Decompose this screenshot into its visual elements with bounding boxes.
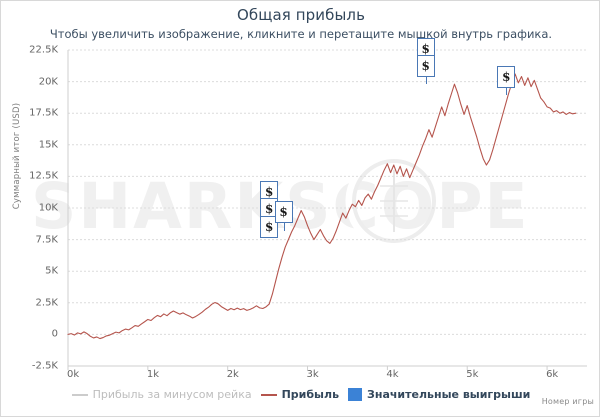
x-axis-tick-label: 5k [466, 369, 479, 380]
y-axis-tick-label: 17.5K [29, 107, 58, 119]
y-axis-tick-label: 7.5K [35, 234, 58, 246]
y-axis-tick-label: 20K [38, 76, 58, 88]
win-marker[interactable]: $ [497, 65, 516, 88]
x-axis-tick-label: 4k [386, 369, 399, 380]
y-axis-tick-label: 22.5K [29, 44, 58, 56]
chart-legend: Прибыль за минусом рейка Прибыль Значитель… [1, 388, 599, 401]
legend-label: Прибыль [281, 388, 340, 401]
legend-item-1[interactable]: Прибыль [260, 388, 340, 401]
series-layer [67, 73, 577, 340]
y-axis-tick-label: 15K [38, 139, 58, 151]
y-axis-tick-label: 0 [51, 328, 58, 340]
legend-line-icon [260, 393, 277, 396]
win-marker[interactable]: $ [416, 55, 435, 78]
x-axis-tick-label: 0k [67, 369, 80, 380]
y-axis-tick-label: 10K [38, 202, 58, 214]
x-axis-tick-label: 2k [226, 369, 239, 380]
win-marker[interactable]: $ [260, 215, 279, 238]
legend-line-icon [71, 393, 88, 396]
page-title: Общая прибыль [236, 6, 366, 24]
legend-item-2[interactable]: Значительные выигрыши [348, 388, 530, 401]
y-axis-tick-label: 12.5K [29, 170, 58, 182]
legend-square-icon [348, 388, 363, 401]
y-axis-tick-label: 2.5K [35, 297, 58, 309]
legend-label: Значительные выигрыши [367, 388, 531, 401]
axis-lines [67, 50, 587, 370]
legend-item-0[interactable]: Прибыль за минусом рейка [71, 388, 252, 401]
y-axis-tick-label: 5K [45, 265, 58, 277]
x-axis-tick-label: 1k [146, 369, 159, 380]
x-axis-tick-label: 6k [546, 369, 559, 380]
series-line-profit [67, 73, 577, 340]
gridlines [68, 49, 587, 367]
chart-instructions: Чтобы увеличить изображение, кликните и … [49, 27, 553, 41]
win-marker[interactable]: $ [274, 200, 293, 223]
y-axis-tick-label: -2.5K [31, 360, 58, 372]
x-axis-tick-label: 3k [306, 369, 319, 380]
x-axis-title: Номер игры [541, 397, 594, 406]
legend-label: Прибыль за минусом рейка [92, 388, 252, 401]
